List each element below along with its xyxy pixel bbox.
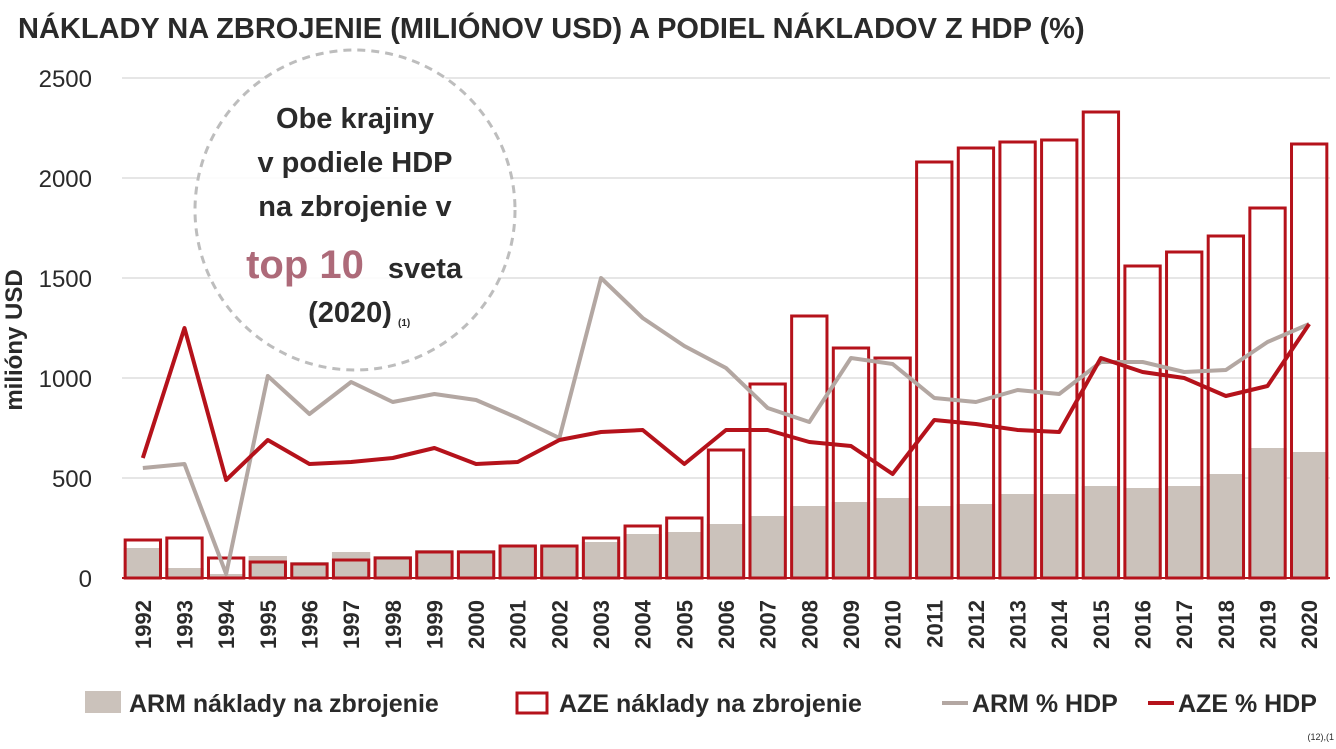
bar — [665, 532, 703, 578]
annotation-year: (2020) — [308, 297, 392, 329]
x-tick-label: 1998 — [381, 600, 406, 649]
y-axis-label: milióny USD — [1, 269, 28, 410]
y-tick-label: 0 — [79, 566, 92, 593]
legend: ARM náklady na zbrojenie AZE náklady na z… — [85, 690, 1317, 718]
x-tick-label: 2013 — [1006, 600, 1031, 649]
x-tick-label: 2020 — [1297, 600, 1322, 649]
bar — [624, 534, 662, 578]
annotation: Obe krajiny v podiele HDP na zbrojenie v… — [195, 50, 515, 370]
y-tick-label: 1000 — [39, 366, 92, 393]
bar — [1040, 494, 1078, 578]
legend-swatch — [85, 691, 121, 713]
bar — [1123, 488, 1161, 578]
x-tick-label: 2018 — [1214, 600, 1239, 649]
x-tick-label: 2000 — [464, 600, 489, 649]
legend-swatch — [517, 693, 547, 713]
annotation-line: v podiele HDP — [258, 147, 453, 179]
x-tick-label: 2017 — [1172, 600, 1197, 649]
annotation-line: sveta — [388, 253, 463, 285]
x-tick-label: 2007 — [756, 600, 781, 649]
legend-label: AZE % HDP — [1178, 690, 1317, 718]
x-tick-label: 2010 — [881, 600, 906, 649]
bar — [249, 556, 287, 578]
x-tick-label: 2019 — [1256, 600, 1281, 649]
bar — [124, 548, 162, 578]
x-tick-label: 2003 — [589, 600, 614, 649]
x-tick-label: 1999 — [422, 600, 447, 649]
x-tick-label: 2004 — [631, 599, 656, 649]
bar — [1248, 448, 1286, 578]
x-tick-label: 1993 — [172, 600, 197, 649]
bar — [915, 506, 953, 578]
chart-title: NÁKLADY NA ZBROJENIE (MILIÓNOV USD) A PO… — [18, 11, 1085, 45]
bar — [1165, 486, 1203, 578]
x-tick-label: 1992 — [131, 600, 156, 649]
x-tick-label: 2009 — [839, 600, 864, 649]
x-tick-label: 2006 — [714, 600, 739, 649]
bar — [998, 494, 1036, 578]
bar — [832, 502, 870, 578]
bar — [540, 546, 578, 578]
annotation-line: na zbrojenie v — [258, 191, 451, 223]
x-tick-label: 1997 — [339, 600, 364, 649]
legend-label: ARM % HDP — [972, 690, 1118, 718]
x-tick-label: 2005 — [672, 600, 697, 649]
bar — [1290, 452, 1328, 578]
bar — [499, 546, 537, 578]
bar — [332, 552, 370, 578]
bar — [748, 516, 786, 578]
x-tick-label: 2011 — [922, 600, 947, 648]
x-tick-label: 2014 — [1047, 599, 1072, 649]
x-tick-label: 1996 — [297, 600, 322, 649]
annotation-highlight: top 10 — [246, 243, 364, 287]
x-tick-label: 1995 — [256, 600, 281, 649]
y-tick-label: 500 — [52, 466, 92, 493]
bar — [415, 550, 453, 578]
x-tick-label: 2015 — [1089, 600, 1114, 649]
x-tick-label: 2002 — [547, 600, 572, 649]
y-tick-label: 2500 — [39, 66, 92, 93]
bar — [582, 542, 620, 578]
bar — [1082, 486, 1120, 578]
bar — [707, 524, 745, 578]
x-tick-label: 2012 — [964, 600, 989, 649]
legend-label: ARM náklady na zbrojenie — [129, 690, 439, 718]
x-tick-label: 1994 — [214, 599, 239, 649]
bar — [873, 498, 911, 578]
x-tick-label: 2016 — [1131, 600, 1156, 649]
bar — [957, 504, 995, 578]
x-tick-label: 2008 — [797, 600, 822, 649]
x-tick-label: 2001 — [506, 600, 531, 649]
y-tick-label: 1500 — [39, 266, 92, 293]
bar — [1207, 474, 1245, 578]
bar — [457, 550, 495, 578]
bar — [790, 506, 828, 578]
legend-label: AZE náklady na zbrojenie — [559, 690, 862, 718]
chart: NÁKLADY NA ZBROJENIE (MILIÓNOV USD) A PO… — [0, 0, 1336, 744]
source-note: (12),(1 — [1307, 732, 1334, 742]
y-tick-label: 2000 — [39, 166, 92, 193]
annotation-note: (1) — [398, 318, 410, 329]
annotation-line: Obe krajiny — [276, 103, 434, 135]
